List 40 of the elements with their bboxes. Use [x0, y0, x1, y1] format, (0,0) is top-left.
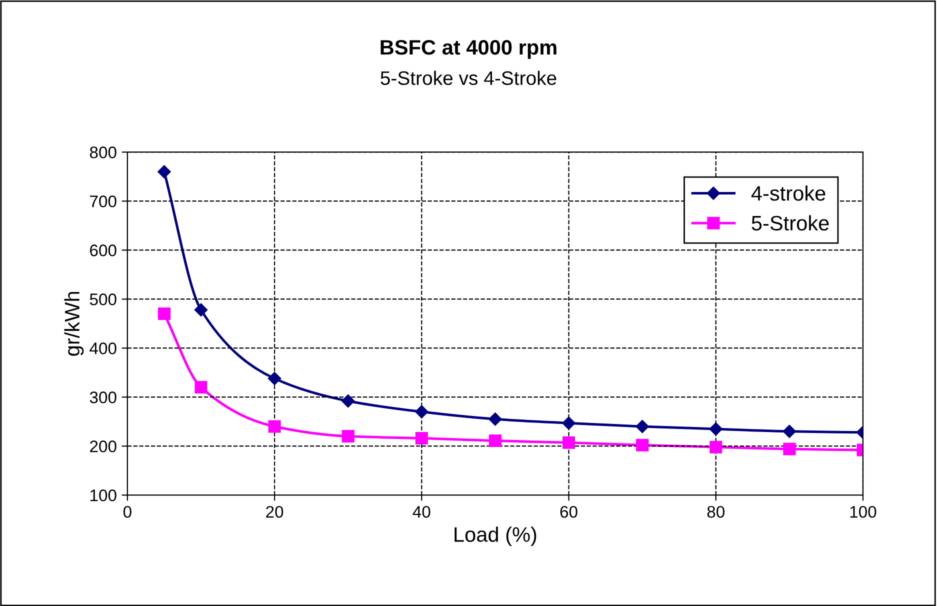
y-tick-label: 600 — [90, 244, 116, 256]
point — [562, 416, 576, 430]
point — [636, 438, 649, 452]
point — [488, 412, 502, 426]
y-axis-title: gr/kWh — [64, 292, 84, 356]
point — [782, 424, 796, 438]
point — [268, 372, 282, 386]
point — [488, 434, 502, 447]
chart-title: BSFC at 4000 rpm — [380, 40, 556, 59]
point — [636, 420, 649, 434]
x-tick-label: 60 — [560, 506, 578, 518]
point — [783, 442, 796, 456]
x-tick-label: 20 — [266, 506, 284, 518]
point — [342, 430, 354, 443]
y-tick-label: 100 — [90, 490, 116, 502]
x-tick-label: 0 — [123, 506, 132, 518]
point — [194, 381, 208, 394]
y-tick-label: 800 — [90, 146, 116, 158]
y-tick-label: 700 — [90, 196, 116, 208]
point — [342, 394, 355, 408]
point — [158, 165, 171, 178]
point — [562, 436, 576, 449]
point — [194, 303, 208, 316]
y-tick-label: 200 — [90, 440, 116, 452]
chart-subtitle: 5-Stroke vs 4-Stroke — [380, 70, 556, 86]
x-axis-title: Load (%) — [454, 526, 536, 546]
point — [268, 420, 281, 433]
y-tick-label: 500 — [90, 294, 116, 306]
x-tick-label: 80 — [707, 506, 724, 518]
y-tick-label: 300 — [90, 392, 116, 404]
point — [709, 422, 722, 436]
point — [158, 308, 170, 320]
y-tick-label: 400 — [90, 342, 116, 354]
x-tick-label: 100 — [850, 506, 876, 518]
point — [415, 432, 428, 445]
legend-label: 5-Stroke — [752, 215, 829, 231]
legend-label: 4-stroke — [751, 185, 826, 201]
x-tick-label: 40 — [412, 506, 430, 518]
point — [710, 440, 722, 454]
point — [415, 405, 428, 418]
